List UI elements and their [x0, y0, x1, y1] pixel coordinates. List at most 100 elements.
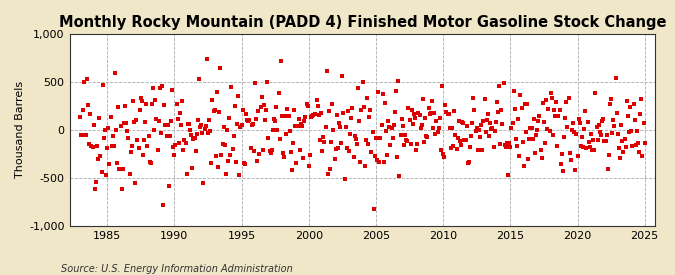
Point [208, 109, 219, 114]
Point [77, 108, 88, 112]
Point [76, 133, 87, 138]
Point [533, 119, 544, 123]
Point [401, 138, 412, 142]
Point [360, 138, 371, 142]
Point [213, 165, 223, 169]
Point [289, 108, 300, 112]
Point [430, 132, 441, 137]
Point [348, 155, 359, 159]
Y-axis label: Thousand Barrels: Thousand Barrels [15, 81, 25, 178]
Point [284, 128, 295, 133]
Point [526, 126, 537, 130]
Point [236, 123, 247, 127]
Point [111, 128, 122, 133]
Point [372, 158, 383, 162]
Point [217, 142, 228, 147]
Point [486, 126, 497, 131]
Point [435, 148, 446, 152]
Point [187, 165, 198, 170]
Point [393, 79, 404, 83]
Point [313, 104, 323, 108]
Point [628, 102, 639, 106]
Point [301, 102, 312, 107]
Point [185, 128, 196, 132]
Point [618, 150, 629, 154]
Point [161, 134, 172, 138]
Point [386, 126, 397, 131]
Point [585, 145, 595, 149]
Point [520, 130, 531, 134]
Point [474, 128, 485, 133]
Point [144, 160, 155, 164]
Point [194, 77, 205, 81]
Point [92, 144, 103, 148]
Point [440, 103, 451, 107]
Point [595, 133, 606, 137]
Point [513, 117, 524, 121]
Point [405, 142, 416, 147]
Point [529, 117, 539, 121]
Title: Monthly Rocky Mountain (PADD 4) Finished Motor Gasoline Stock Change: Monthly Rocky Mountain (PADD 4) Finished… [59, 15, 666, 30]
Point [608, 118, 619, 122]
Point [431, 119, 442, 123]
Point [578, 145, 589, 149]
Point [255, 105, 266, 109]
Point [566, 128, 577, 132]
Point [418, 140, 429, 144]
Point [374, 160, 385, 164]
Point [329, 156, 340, 161]
Point [625, 104, 636, 109]
Point [518, 163, 529, 168]
Point [616, 123, 626, 127]
Point [211, 154, 221, 158]
Point [396, 117, 407, 121]
Point [400, 133, 410, 137]
Point [142, 144, 153, 148]
Point [311, 98, 322, 103]
Point [294, 148, 305, 153]
Point [86, 144, 97, 148]
Point [433, 126, 444, 130]
Point [447, 126, 458, 130]
Point [293, 117, 304, 121]
Point [561, 100, 572, 104]
Point [262, 80, 273, 84]
Point [406, 107, 417, 112]
Point [265, 151, 276, 155]
Point [356, 108, 367, 112]
Point [534, 114, 545, 119]
Point [622, 98, 632, 103]
Point [478, 119, 489, 123]
Point [502, 141, 512, 145]
Point [172, 117, 183, 122]
Point [576, 144, 587, 148]
Point [84, 142, 95, 147]
Point [151, 117, 162, 122]
Point [259, 102, 269, 107]
Point [464, 145, 475, 149]
Point [247, 122, 258, 126]
Point [475, 135, 485, 139]
Point [382, 153, 393, 157]
Point [595, 130, 605, 134]
Point [589, 148, 599, 152]
Point [284, 114, 294, 118]
Point [339, 177, 350, 182]
Point [134, 108, 145, 112]
Point [130, 181, 140, 185]
Point [275, 59, 286, 64]
Point [362, 142, 373, 147]
Point [331, 112, 342, 117]
Point [260, 118, 271, 122]
Point [290, 124, 300, 129]
Point [461, 124, 472, 128]
Point [590, 90, 601, 95]
Point [246, 123, 257, 127]
Point [579, 127, 590, 131]
Point [490, 120, 501, 124]
Point [398, 143, 409, 147]
Point [169, 153, 180, 157]
Point [459, 138, 470, 142]
Point [571, 132, 582, 136]
Point [593, 123, 604, 127]
